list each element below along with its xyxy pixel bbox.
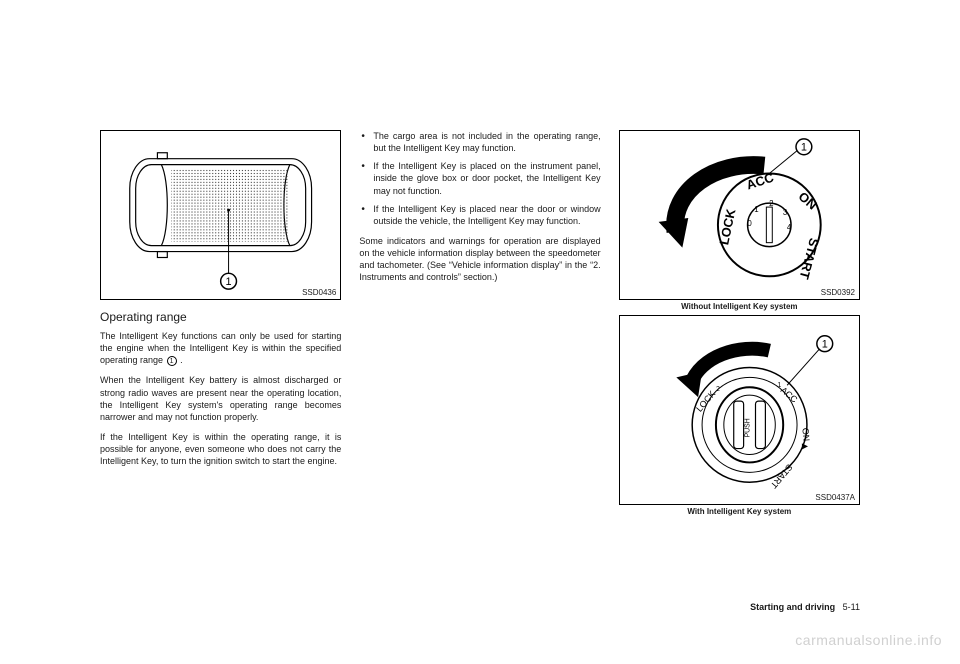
svg-text:0: 0 xyxy=(747,219,752,228)
svg-text:3: 3 xyxy=(783,208,788,217)
column-1: 1 SSD0436 Operating range The Intelligen… xyxy=(100,130,341,610)
column-3: LOCK ACC ON START 0 1 2 3 4 1 SSD0392 Wi… xyxy=(619,130,860,610)
paragraph-2: When the Intelligent Key battery is almo… xyxy=(100,374,341,423)
bullet-1: The cargo area is not included in the op… xyxy=(359,130,600,154)
svg-text:2: 2 xyxy=(769,199,773,208)
bullet-3: If the Intelligent Key is placed near th… xyxy=(359,203,600,227)
ignition-intelligent-svg: LOCK ACC ON START 2 1 ▶ PUSH 1 xyxy=(620,316,859,504)
paragraph-1: The Intelligent Key functions can only b… xyxy=(100,330,341,366)
figure-code: SSD0436 xyxy=(302,288,336,297)
watermark: carmanualsonline.info xyxy=(795,632,942,648)
bullet-2: If the Intelligent Key is placed on the … xyxy=(359,160,600,196)
svg-text:1: 1 xyxy=(226,276,232,288)
svg-text:2: 2 xyxy=(716,386,720,393)
figure-caption-intelligent: With Intelligent Key system xyxy=(619,507,860,516)
paragraph-4: Some indicators and warnings for operati… xyxy=(359,235,600,284)
figure-ignition-intelligent: LOCK ACC ON START 2 1 ▶ PUSH 1 SSD0437A xyxy=(619,315,860,505)
callout-marker-1: 1 xyxy=(167,356,177,366)
paragraph-3: If the Intelligent Key is within the ope… xyxy=(100,431,341,467)
footer-section: Starting and driving xyxy=(750,602,835,612)
subheading-operating-range: Operating range xyxy=(100,310,341,324)
column-2: The cargo area is not included in the op… xyxy=(359,130,600,610)
svg-text:PUSH: PUSH xyxy=(744,418,751,437)
svg-text:1: 1 xyxy=(801,142,807,154)
paragraph-1a: The Intelligent Key functions can only b… xyxy=(100,331,341,365)
bullet-list: The cargo area is not included in the op… xyxy=(359,130,600,227)
figure-ignition-standard: LOCK ACC ON START 0 1 2 3 4 1 SSD0392 xyxy=(619,130,860,300)
figure-vehicle-top: 1 SSD0436 xyxy=(100,130,341,300)
svg-text:ON: ON xyxy=(800,427,811,441)
manual-page: 1 SSD0436 Operating range The Intelligen… xyxy=(100,130,860,610)
figure-code: SSD0392 xyxy=(821,288,855,297)
ignition-standard-svg: LOCK ACC ON START 0 1 2 3 4 1 xyxy=(620,131,859,299)
footer-page: 5-11 xyxy=(843,602,860,612)
paragraph-1b: . xyxy=(178,355,183,365)
svg-text:4: 4 xyxy=(787,223,792,232)
svg-text:▶: ▶ xyxy=(802,442,809,451)
svg-text:1: 1 xyxy=(754,205,758,214)
page-footer: Starting and driving 5-11 xyxy=(750,602,860,612)
figure-code: SSD0437A xyxy=(815,493,855,502)
svg-text:1: 1 xyxy=(821,339,827,351)
svg-text:1: 1 xyxy=(777,382,781,389)
figure-caption-standard: Without Intelligent Key system xyxy=(619,302,860,311)
vehicle-top-svg: 1 xyxy=(101,131,340,299)
